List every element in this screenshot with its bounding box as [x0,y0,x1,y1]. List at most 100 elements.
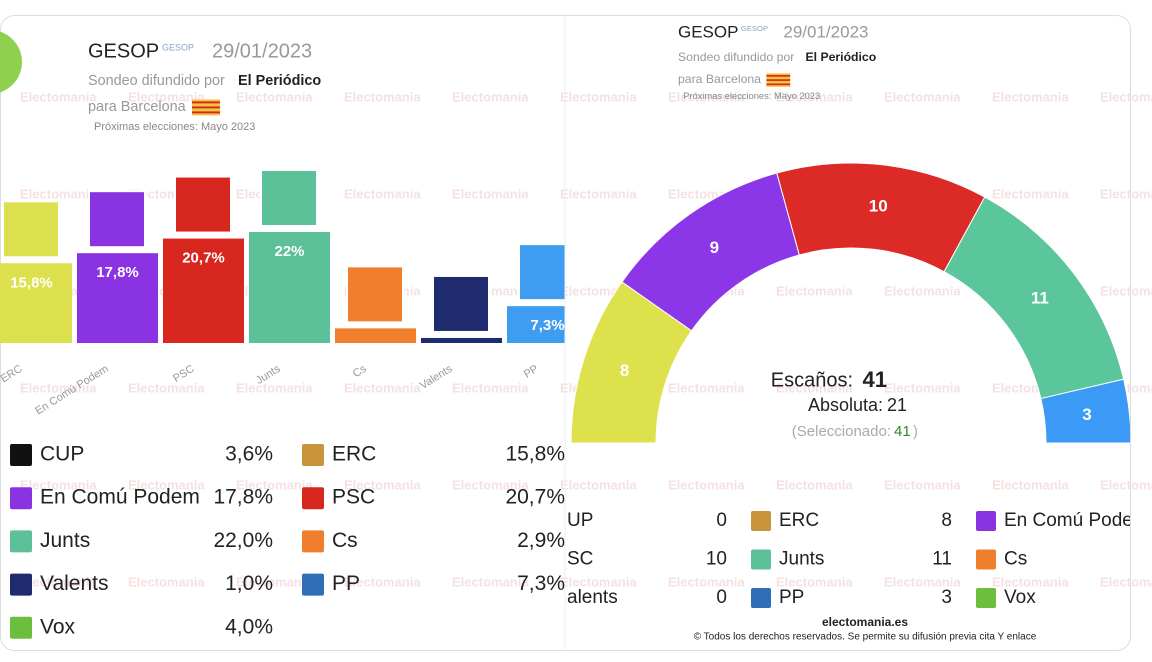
party-value: 0 [716,510,727,531]
watermark: Electomania [992,477,1069,492]
watermark: Electomania [776,89,853,104]
segment-label: 10 [869,197,888,216]
flag-stripe [192,106,220,109]
party-icon [302,487,324,510]
majority-label: Absoluta: [808,395,883,415]
watermark: Electomania [128,477,205,492]
watermark: Electomania [20,477,97,492]
watermark: Electomania [236,574,313,589]
watermark: Electomania [884,283,961,298]
footer-copyright: © Todos los derechos reservados. Se perm… [694,632,1037,643]
watermark: Electomania [884,380,961,395]
watermark: Electomania [344,574,421,589]
party-value: 20,7% [505,486,565,509]
value-label: 15,8% [10,274,53,291]
party-icon [302,444,324,466]
bar [507,306,565,343]
party-name: Junts [40,529,90,552]
watermark: Electomania [992,186,1069,201]
watermark: Electomania [776,574,853,589]
party-logo [174,175,232,234]
watermark: Electomania [128,380,205,395]
party-icon [10,530,32,553]
party-icon [302,573,324,596]
party-value: 8 [941,510,952,531]
watermark: Electomania [20,186,97,201]
party-name: PP [332,572,360,595]
watermark: Electomania [344,186,421,201]
party-icon [751,511,771,531]
watermark: Electomania [20,574,97,589]
watermark: Electomania [20,89,97,104]
bar [0,263,72,343]
footer: electomania.es © Todos los derechos reser… [694,615,1037,642]
flag-stripe [766,74,791,77]
value-label: 7,3% [530,317,564,334]
party-name: Valents [40,572,109,595]
watermark: Electomania [884,89,961,104]
watermark: Electomania [128,89,205,104]
party-name: Vox [40,615,76,638]
party-logo [432,274,490,333]
flag-stripe [192,101,220,104]
logo-text: GESOP [162,42,194,52]
party-name: En Comú Podem [40,486,200,509]
party-icon [10,487,32,510]
watermark: Electomania [20,380,97,395]
region: para Barcelona [678,72,761,86]
watermark: Electomania [884,574,961,589]
party-name: CUP [40,443,84,466]
watermark: Electomania [992,89,1069,104]
watermark: Electomania [452,574,529,589]
party-icon [302,530,324,553]
watermark: Electomania [668,574,745,589]
watermark: Electomania [452,380,529,395]
source: El Periódico [806,50,877,64]
flag-stripe [766,83,791,86]
watermark: Electomania [668,380,745,395]
note: Próximas elecciones: Mayo 2023 [683,91,820,101]
bar [421,337,502,343]
watermark: Electomania [344,89,421,104]
segment-label: 9 [710,238,719,257]
party-name: ERC [332,443,376,466]
logo [0,31,22,93]
party-name: SC [567,549,593,570]
bar [163,238,244,343]
party-icon [10,616,32,639]
watermark: Electomania [776,477,853,492]
party-logo [88,190,146,249]
value-label: 17,8% [96,264,139,281]
party-logo [2,200,60,259]
party-name: alents [567,587,618,608]
party-value: 1,0% [225,572,273,595]
seats-total: 41 [863,367,887,392]
seat-segment [1040,378,1130,444]
bar [335,328,416,343]
party-name: PSC [332,486,375,509]
party-icon [976,588,996,608]
region: para Barcelona [88,99,186,115]
party-name: Cs [1004,549,1027,570]
source-label: Sondeo difundido por [678,50,794,64]
party-name: UP [567,510,593,531]
watermark: Electomania [1100,477,1152,492]
watermark: Electomania [236,89,313,104]
watermark: Electomania [236,380,313,395]
selected: 41 [894,423,911,440]
majority: 21 [887,395,907,415]
seats-label: Escaños: [771,369,853,391]
watermark: Electomania [560,477,637,492]
watermark: Electomania [992,574,1069,589]
party-icon [751,549,771,570]
party-value: 11 [932,549,952,570]
party-value: 22,0% [213,529,273,552]
party-icon [976,549,996,570]
party-value: 3,6% [225,443,273,466]
party-name: En Comú Pode [1004,510,1133,531]
flag-stripe [192,111,220,114]
party-value: 15,8% [505,443,565,466]
source: El Periódico [238,73,321,89]
bar [77,253,158,343]
